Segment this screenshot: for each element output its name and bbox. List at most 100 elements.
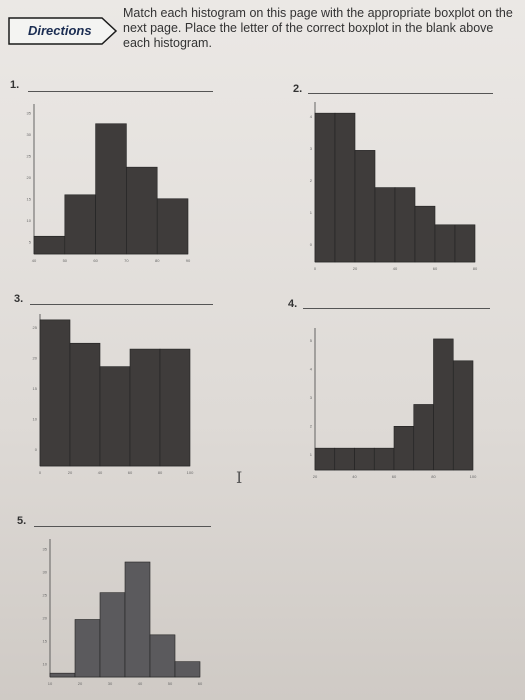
histogram-bar (373, 447, 395, 471)
x-tick-label: 80 (431, 474, 436, 479)
histogram-5: 10 15 20 25 30 35 10 20 30 40 50 60 (43, 539, 203, 686)
x-tick-label: 20 (313, 474, 318, 479)
x-tick-label: 40 (138, 681, 143, 686)
question-4-number: 4. (288, 298, 298, 310)
histogram-bar (95, 123, 127, 255)
x-tick-label: 30 (108, 681, 113, 686)
histogram-bar (452, 360, 474, 471)
y-tick-label: 2 (310, 423, 313, 428)
x-tick-label: 0 (314, 266, 317, 271)
question-1-number: 1. (10, 79, 20, 91)
y-tick-label: 0 (35, 447, 38, 452)
y-tick-label: 4 (310, 367, 313, 372)
y-tick-label: 5 (29, 239, 32, 244)
y-tick-label: 25 (33, 325, 38, 330)
x-tick-label: 10 (48, 681, 53, 686)
y-tick-label: 10 (33, 416, 38, 421)
histogram-bar (434, 224, 456, 263)
histogram-1: 5 10 15 20 25 30 35 40 50 60 70 80 90 (27, 104, 191, 263)
x-tick-label: 60 (93, 258, 98, 263)
x-tick-label: 50 (168, 681, 173, 686)
y-tick-label: 20 (27, 175, 32, 180)
y-tick-label: 15 (43, 639, 48, 644)
x-tick-label: 20 (78, 681, 83, 686)
histogram-bar (69, 342, 101, 467)
y-tick-label: 0 (310, 242, 313, 247)
x-tick-label: 90 (186, 258, 191, 263)
histogram-bar (314, 112, 336, 263)
histogram-bar (99, 592, 126, 678)
question-4-answer-blank[interactable] (303, 308, 490, 309)
text-cursor-icon: I (236, 468, 243, 487)
question-1-answer-blank[interactable] (28, 91, 213, 92)
y-tick-label: 15 (27, 196, 32, 201)
x-tick-label: 60 (128, 470, 133, 475)
x-tick-label: 0 (39, 470, 42, 475)
y-tick-label: 20 (33, 356, 38, 361)
y-tick-label: 10 (43, 662, 48, 667)
histogram-bar (99, 366, 131, 467)
histogram-bar (149, 634, 176, 678)
y-tick-label: 1 (310, 210, 313, 215)
x-tick-label: 20 (68, 470, 73, 475)
histogram-bar (159, 348, 191, 467)
y-tick-label: 2 (310, 178, 313, 183)
x-tick-label: 70 (124, 258, 129, 263)
y-tick-label: 20 (43, 616, 48, 621)
x-tick-label: 80 (473, 266, 478, 271)
y-tick-label: 1 (310, 452, 313, 457)
y-tick-label: 30 (27, 132, 32, 137)
histogram-bar (124, 561, 151, 678)
question-5-number: 5. (17, 515, 27, 527)
question-5-answer-blank[interactable] (34, 526, 211, 527)
directions-label: Directions (28, 23, 92, 38)
y-tick-label: 3 (310, 146, 313, 151)
y-tick-label: 5 (310, 338, 313, 343)
x-tick-label: 50 (63, 258, 68, 263)
y-tick-label: 10 (27, 218, 32, 223)
histogram-bar (454, 224, 476, 263)
question-2-answer-blank[interactable] (308, 93, 493, 94)
histogram-bar (354, 447, 375, 471)
x-tick-label: 80 (155, 258, 160, 263)
y-tick-label: 3 (310, 395, 313, 400)
histogram-bar (156, 198, 189, 255)
histogram-bar (393, 426, 415, 471)
histogram-bar (394, 187, 416, 263)
histogram-bar (64, 194, 96, 255)
directions-arrow-shape (8, 17, 118, 45)
histogram-bar (33, 235, 66, 255)
histogram-bar (334, 112, 356, 263)
question-3-number: 3. (14, 293, 24, 305)
y-tick-label: 4 (310, 114, 313, 119)
y-tick-label: 25 (27, 154, 32, 159)
x-tick-label: 100 (187, 470, 194, 475)
x-tick-label: 40 (98, 470, 103, 475)
histogram-bar (74, 619, 101, 678)
histogram-bar (433, 338, 454, 471)
question-3-answer-blank[interactable] (30, 304, 213, 305)
histogram-bar (174, 661, 201, 678)
question-2-number: 2. (293, 83, 303, 95)
x-tick-label: 40 (32, 258, 37, 263)
histogram-bar (414, 205, 436, 263)
histogram-bar (314, 447, 336, 471)
histogram-bar (129, 348, 161, 467)
x-tick-label: 60 (392, 474, 397, 479)
histogram-bar (413, 404, 434, 471)
directions-tab: Directions (8, 17, 118, 45)
y-tick-label: 30 (43, 570, 48, 575)
instructions-text: Match each histogram on this page with t… (123, 6, 513, 50)
histogram-bar (374, 187, 396, 263)
histogram-bar (39, 319, 71, 467)
histogram-bar (49, 672, 76, 678)
y-tick-label: 35 (27, 111, 32, 116)
histogram-bar (126, 166, 158, 255)
x-tick-label: 60 (198, 681, 203, 686)
x-tick-label: 40 (393, 266, 398, 271)
x-tick-label: 60 (433, 266, 438, 271)
x-tick-label: 40 (352, 474, 357, 479)
x-tick-label: 80 (158, 470, 163, 475)
